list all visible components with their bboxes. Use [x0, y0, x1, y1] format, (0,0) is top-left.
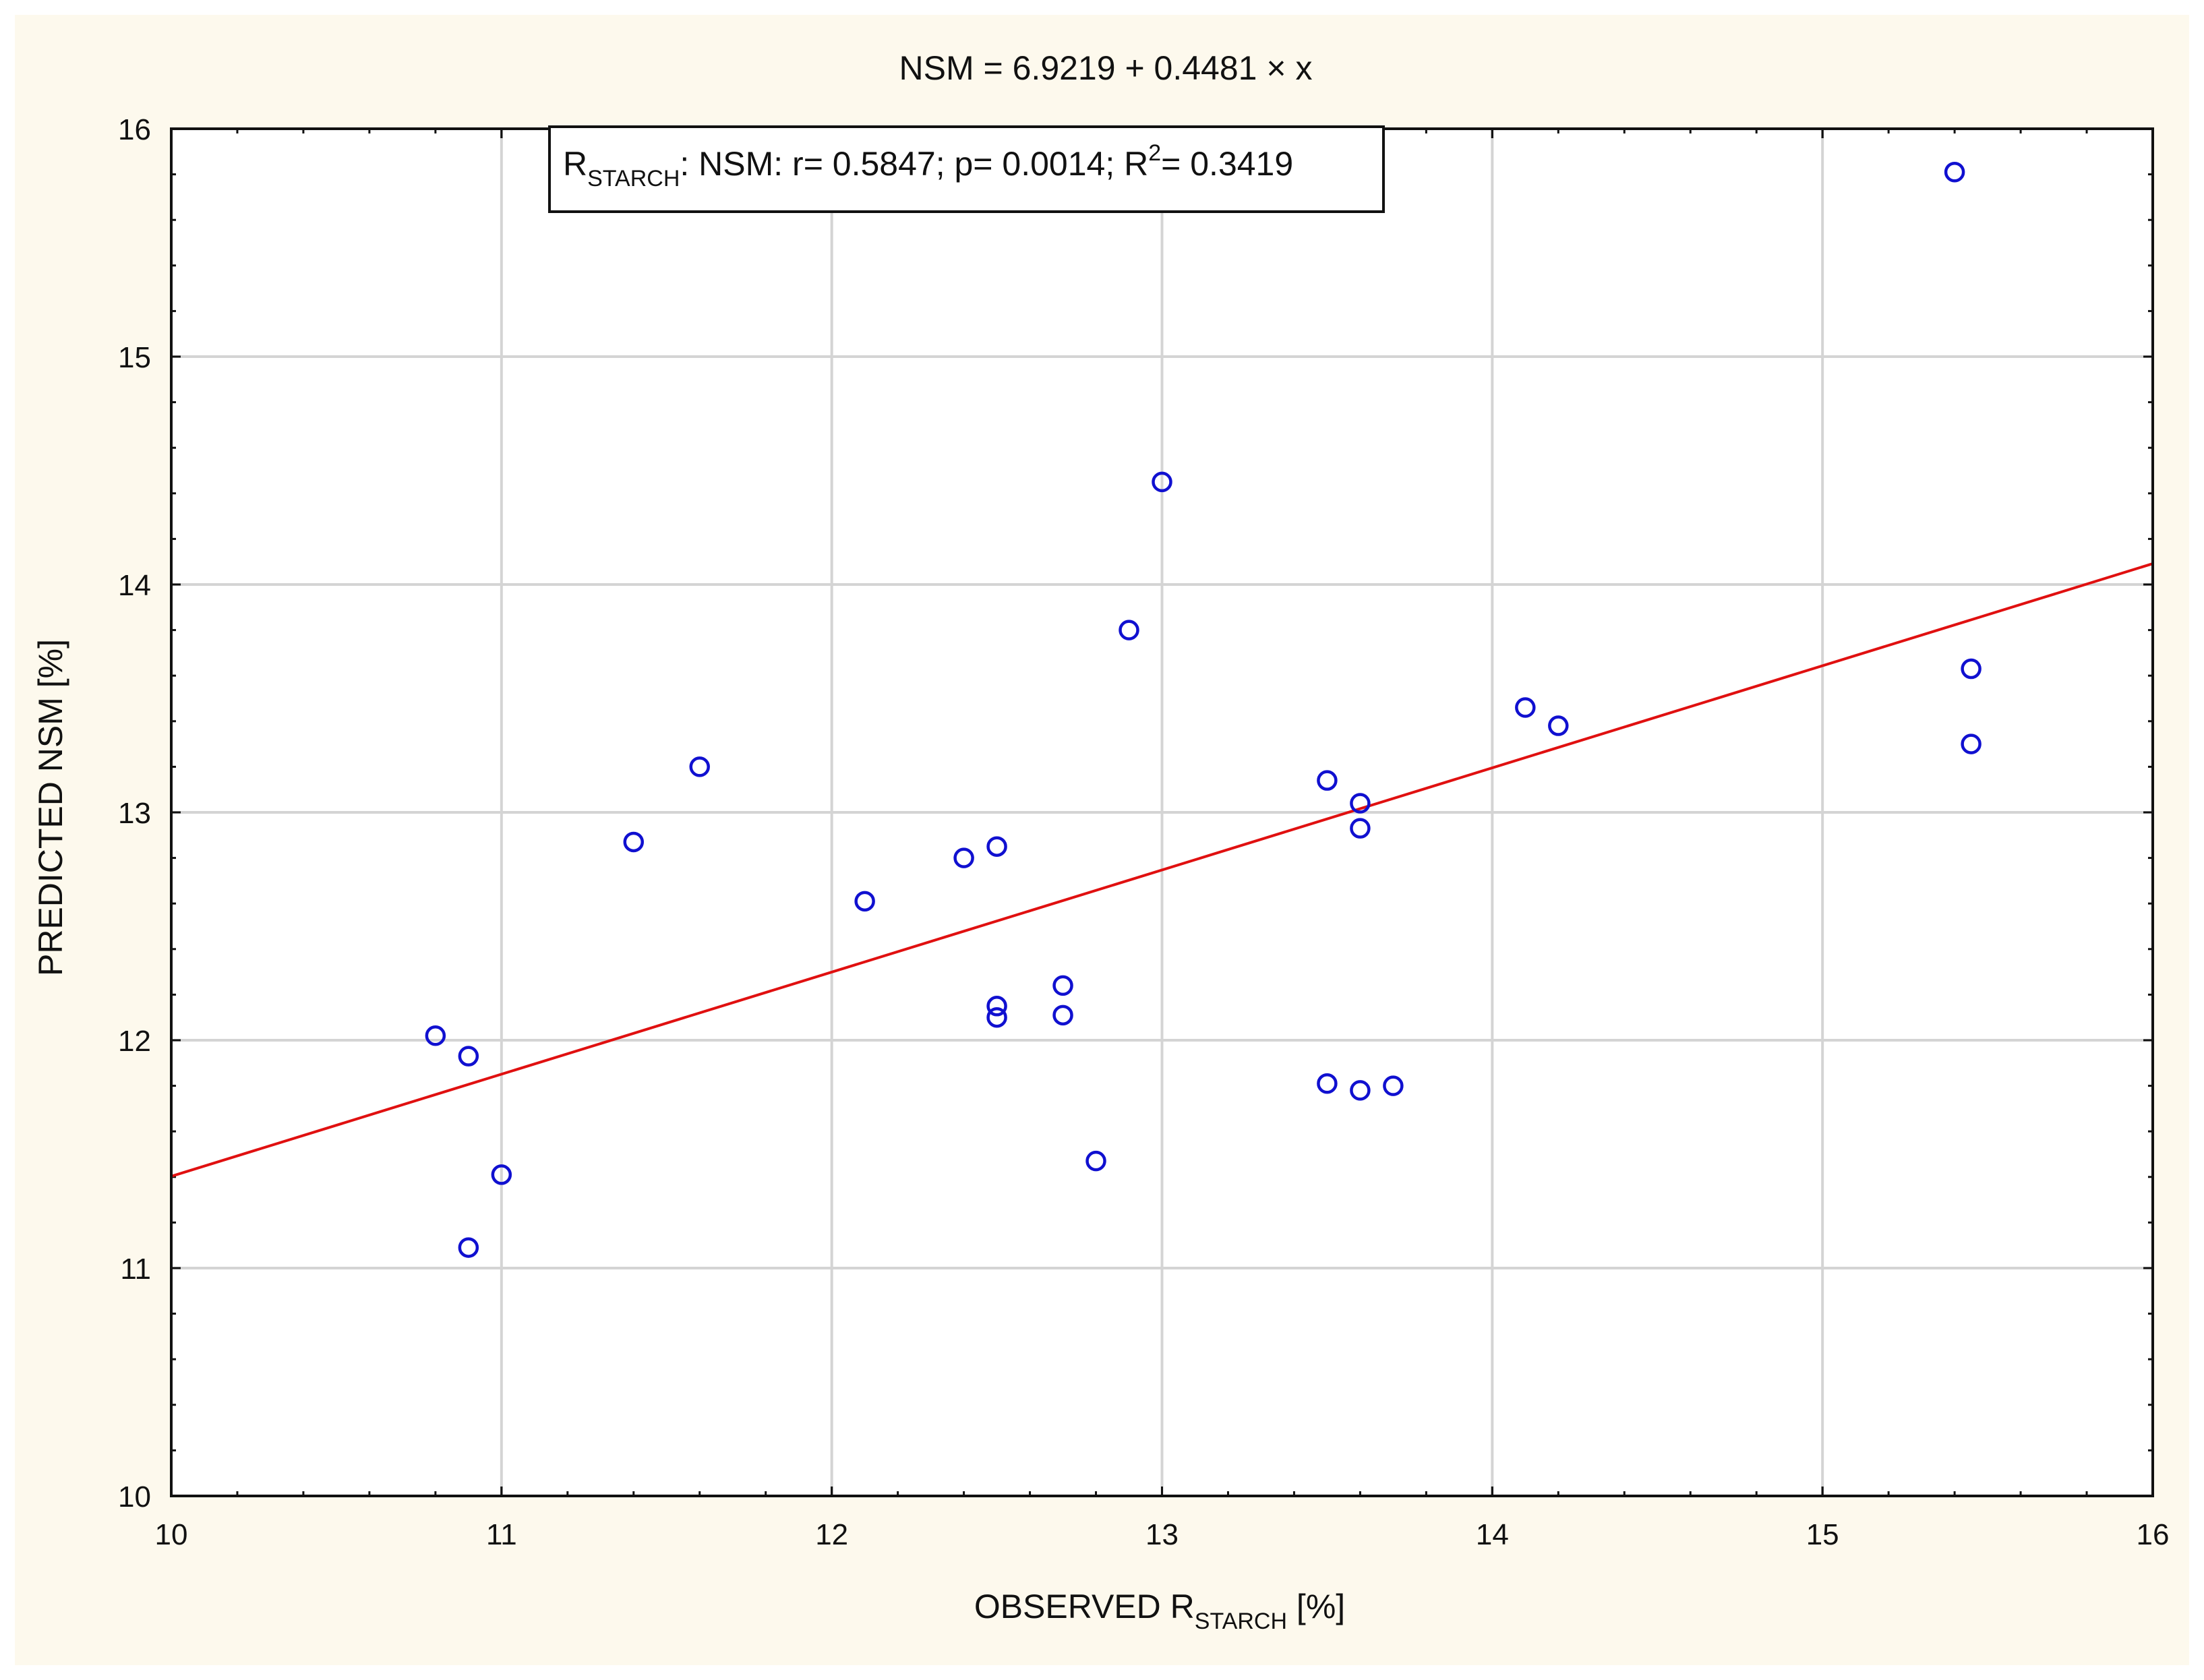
data-point — [1317, 770, 1338, 791]
grid-lines — [171, 129, 2153, 1496]
data-point — [986, 1007, 1007, 1028]
x-axis-title-main: OBSERVED R — [974, 1588, 1195, 1625]
x-tick-label: 13 — [1145, 1518, 1179, 1551]
annotation-r-subscript: STARCH — [587, 166, 680, 191]
data-point — [1944, 161, 1965, 183]
y-tick-label: 10 — [118, 1480, 151, 1513]
annotation-stats: : NSM: r= 0.5847; p= 0.0014; R — [680, 145, 1148, 183]
y-axis-title: PREDICTED NSM [%] — [32, 639, 69, 976]
data-point — [986, 996, 1007, 1017]
x-tick-label: 14 — [1476, 1518, 1509, 1551]
data-point — [1515, 697, 1536, 718]
data-point — [1052, 1004, 1073, 1026]
x-tick-label: 11 — [486, 1518, 517, 1551]
data-point — [689, 756, 710, 777]
data-point — [491, 1164, 512, 1185]
data-point — [1317, 1073, 1338, 1094]
data-point — [1350, 818, 1371, 839]
data-point — [854, 891, 875, 912]
annotation-box: RSTARCH: NSM: r= 0.5847; p= 0.0014; R2= … — [548, 125, 1385, 213]
x-axis-title: OBSERVED RSTARCH [%] — [974, 1588, 1345, 1634]
data-point — [1383, 1075, 1404, 1096]
data-point — [458, 1237, 479, 1258]
data-point — [425, 1025, 446, 1046]
data-points — [425, 161, 1982, 1258]
axis-tick-labels: 10 11 12 13 14 15 16 10 11 12 13 14 15 16 — [118, 113, 2169, 1551]
data-point — [986, 836, 1007, 857]
data-point — [1961, 658, 1982, 680]
data-point — [1152, 471, 1172, 493]
data-point — [1052, 975, 1073, 996]
annotation-r2-value: = 0.3419 — [1161, 145, 1293, 183]
y-tick-label: 15 — [118, 341, 151, 374]
annotation-r2-superscript: 2 — [1148, 140, 1161, 166]
annotation-frame — [548, 125, 1385, 213]
x-axis-title-subscript: STARCH — [1195, 1609, 1287, 1634]
y-tick-label: 13 — [118, 797, 151, 830]
chart-title: NSM = 6.9219 + 0.4481 × x — [899, 49, 1313, 87]
x-axis-title-unit: [%] — [1287, 1588, 1345, 1625]
regression-line — [171, 562, 2153, 1178]
data-point — [953, 847, 974, 868]
annotation-r: R — [563, 145, 587, 183]
annotation-text: RSTARCH: NSM: r= 0.5847; p= 0.0014; R2= … — [563, 140, 1293, 191]
y-tick-label: 12 — [118, 1025, 151, 1058]
data-point — [1119, 620, 1139, 640]
x-tick-label: 12 — [815, 1518, 848, 1551]
data-point — [1548, 715, 1569, 736]
y-tick-label: 11 — [120, 1253, 151, 1286]
x-tick-label: 10 — [155, 1518, 188, 1551]
data-point — [1085, 1150, 1106, 1172]
data-point — [1350, 1080, 1371, 1101]
data-point — [458, 1046, 479, 1067]
data-point — [1961, 733, 1982, 754]
y-tick-label: 14 — [118, 569, 151, 602]
y-tick-label: 16 — [118, 113, 151, 146]
data-point — [1350, 793, 1371, 814]
data-point — [623, 831, 645, 853]
x-tick-label: 16 — [2137, 1518, 2170, 1551]
x-tick-label: 15 — [1806, 1518, 1839, 1551]
